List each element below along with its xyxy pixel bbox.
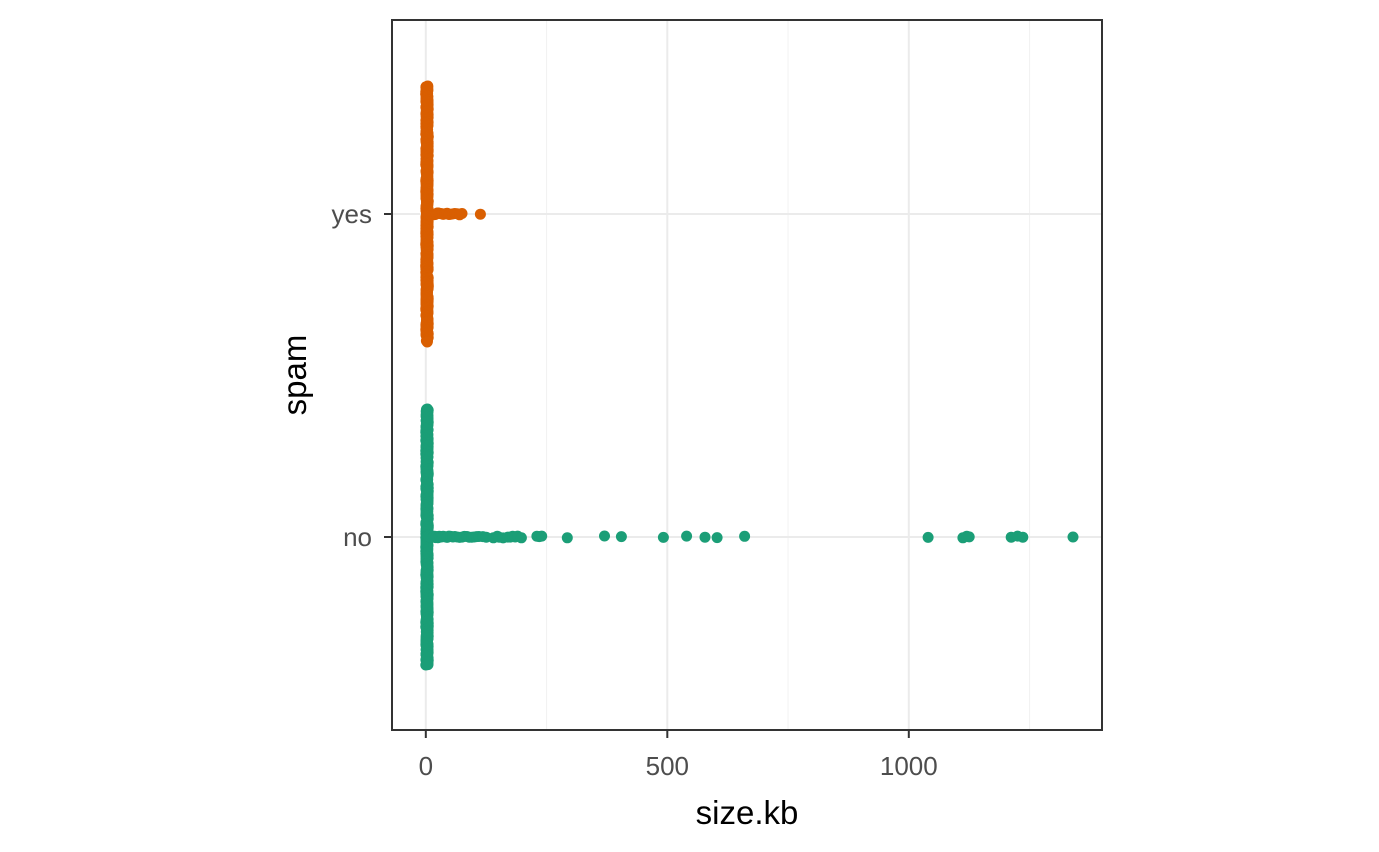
x-axis-title: size.kb [696, 794, 799, 831]
y-tick-label: yes [332, 199, 372, 229]
data-point [657, 531, 669, 543]
data-point [711, 532, 723, 544]
data-points [420, 80, 1079, 671]
data-point [474, 208, 486, 220]
x-tick-label: 0 [419, 751, 433, 781]
x-tick-label: 500 [646, 751, 689, 781]
data-point [922, 531, 934, 543]
x-tick-label: 1000 [880, 751, 938, 781]
y-axis-title: spam [276, 335, 313, 416]
data-point [536, 530, 548, 542]
data-point [599, 530, 610, 542]
data-point [739, 530, 751, 542]
y-tick-label: no [343, 522, 372, 552]
data-point [615, 531, 627, 543]
data-point [699, 531, 711, 543]
data-point [515, 532, 527, 544]
data-point [456, 208, 468, 219]
data-point [561, 532, 573, 544]
data-point [963, 531, 975, 543]
data-point [1017, 531, 1029, 543]
data-point [420, 659, 432, 671]
data-point [421, 336, 433, 348]
axes: 0 500 1000 no yes [332, 199, 938, 781]
data-point [1067, 531, 1079, 543]
data-point [681, 530, 693, 542]
plot-panel-border [391, 19, 1103, 731]
